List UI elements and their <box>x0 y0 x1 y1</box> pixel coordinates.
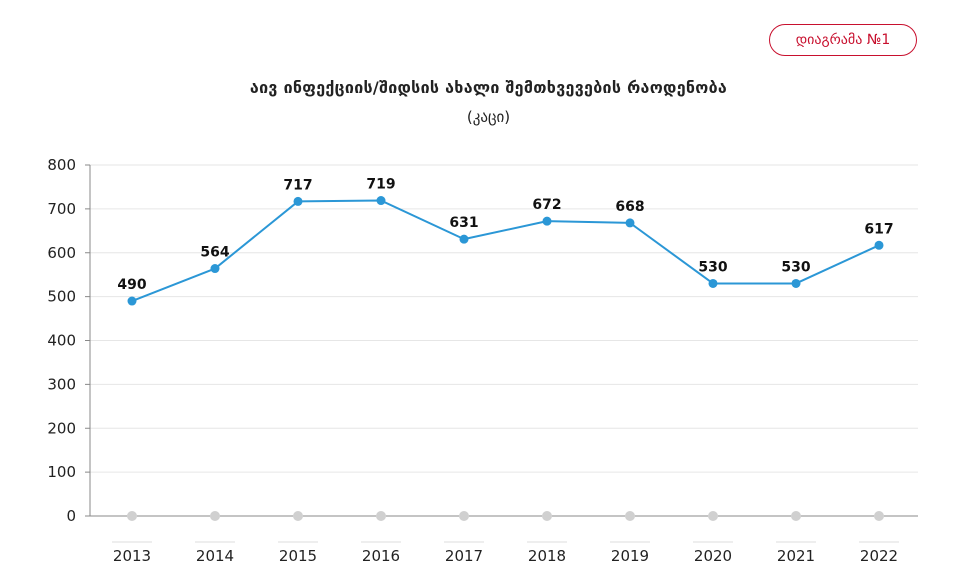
baseline-marker <box>874 511 884 521</box>
series-line <box>131 199 880 302</box>
x-tick-label: 2018 <box>528 547 566 565</box>
x-tick-label: 2017 <box>445 547 483 565</box>
data-point <box>708 278 718 288</box>
data-label: 631 <box>449 215 478 231</box>
baseline-marker <box>542 511 552 521</box>
y-tick-label: 200 <box>47 419 76 437</box>
data-label: 530 <box>698 259 727 275</box>
data-label: 564 <box>200 245 229 261</box>
y-tick-label: 800 <box>47 156 76 174</box>
data-point <box>874 240 884 250</box>
data-label: 490 <box>117 277 146 293</box>
data-point <box>293 196 303 206</box>
baseline-marker <box>293 511 303 521</box>
data-label: 672 <box>532 197 561 213</box>
x-tick-label: 2015 <box>279 547 317 565</box>
y-tick-label: 500 <box>47 288 76 306</box>
x-tick-label: 2020 <box>694 547 732 565</box>
data-point <box>542 216 552 226</box>
chart-title: აივ ინფექციის/შიდსის ახალი შემთხვევების … <box>249 78 728 97</box>
x-tick-label: 2013 <box>113 547 151 565</box>
x-tick-label: 2019 <box>611 547 649 565</box>
y-tick-label: 0 <box>66 507 76 525</box>
data-point <box>625 218 635 228</box>
data-label: 617 <box>864 221 893 237</box>
y-tick-label: 300 <box>47 375 76 393</box>
data-label: 668 <box>615 199 644 215</box>
data-point <box>459 234 469 244</box>
baseline-marker <box>210 511 220 521</box>
baseline-marker <box>708 511 718 521</box>
data-point <box>791 278 801 288</box>
baseline-marker <box>791 511 801 521</box>
x-tick-label: 2016 <box>362 547 400 565</box>
data-label: 719 <box>366 177 395 193</box>
y-tick-label: 600 <box>47 244 76 262</box>
y-tick-label: 400 <box>47 332 76 350</box>
data-point <box>210 264 220 274</box>
x-tick-label: 2021 <box>777 547 815 565</box>
baseline-marker <box>127 511 137 521</box>
baseline-marker <box>459 511 469 521</box>
diagram-number-badge[interactable]: დიაგრამა №1 <box>769 24 917 56</box>
x-tick-label: 2022 <box>860 547 898 565</box>
baseline-marker <box>625 511 635 521</box>
data-point <box>127 296 137 306</box>
y-tick-label: 700 <box>47 200 76 218</box>
data-label: 717 <box>283 177 312 193</box>
chart-subtitle: (კაცი) <box>466 108 511 126</box>
baseline-marker <box>376 511 386 521</box>
y-tick-label: 100 <box>47 463 76 481</box>
data-label: 530 <box>781 259 810 275</box>
data-point <box>376 196 386 206</box>
x-tick-label: 2014 <box>196 547 234 565</box>
